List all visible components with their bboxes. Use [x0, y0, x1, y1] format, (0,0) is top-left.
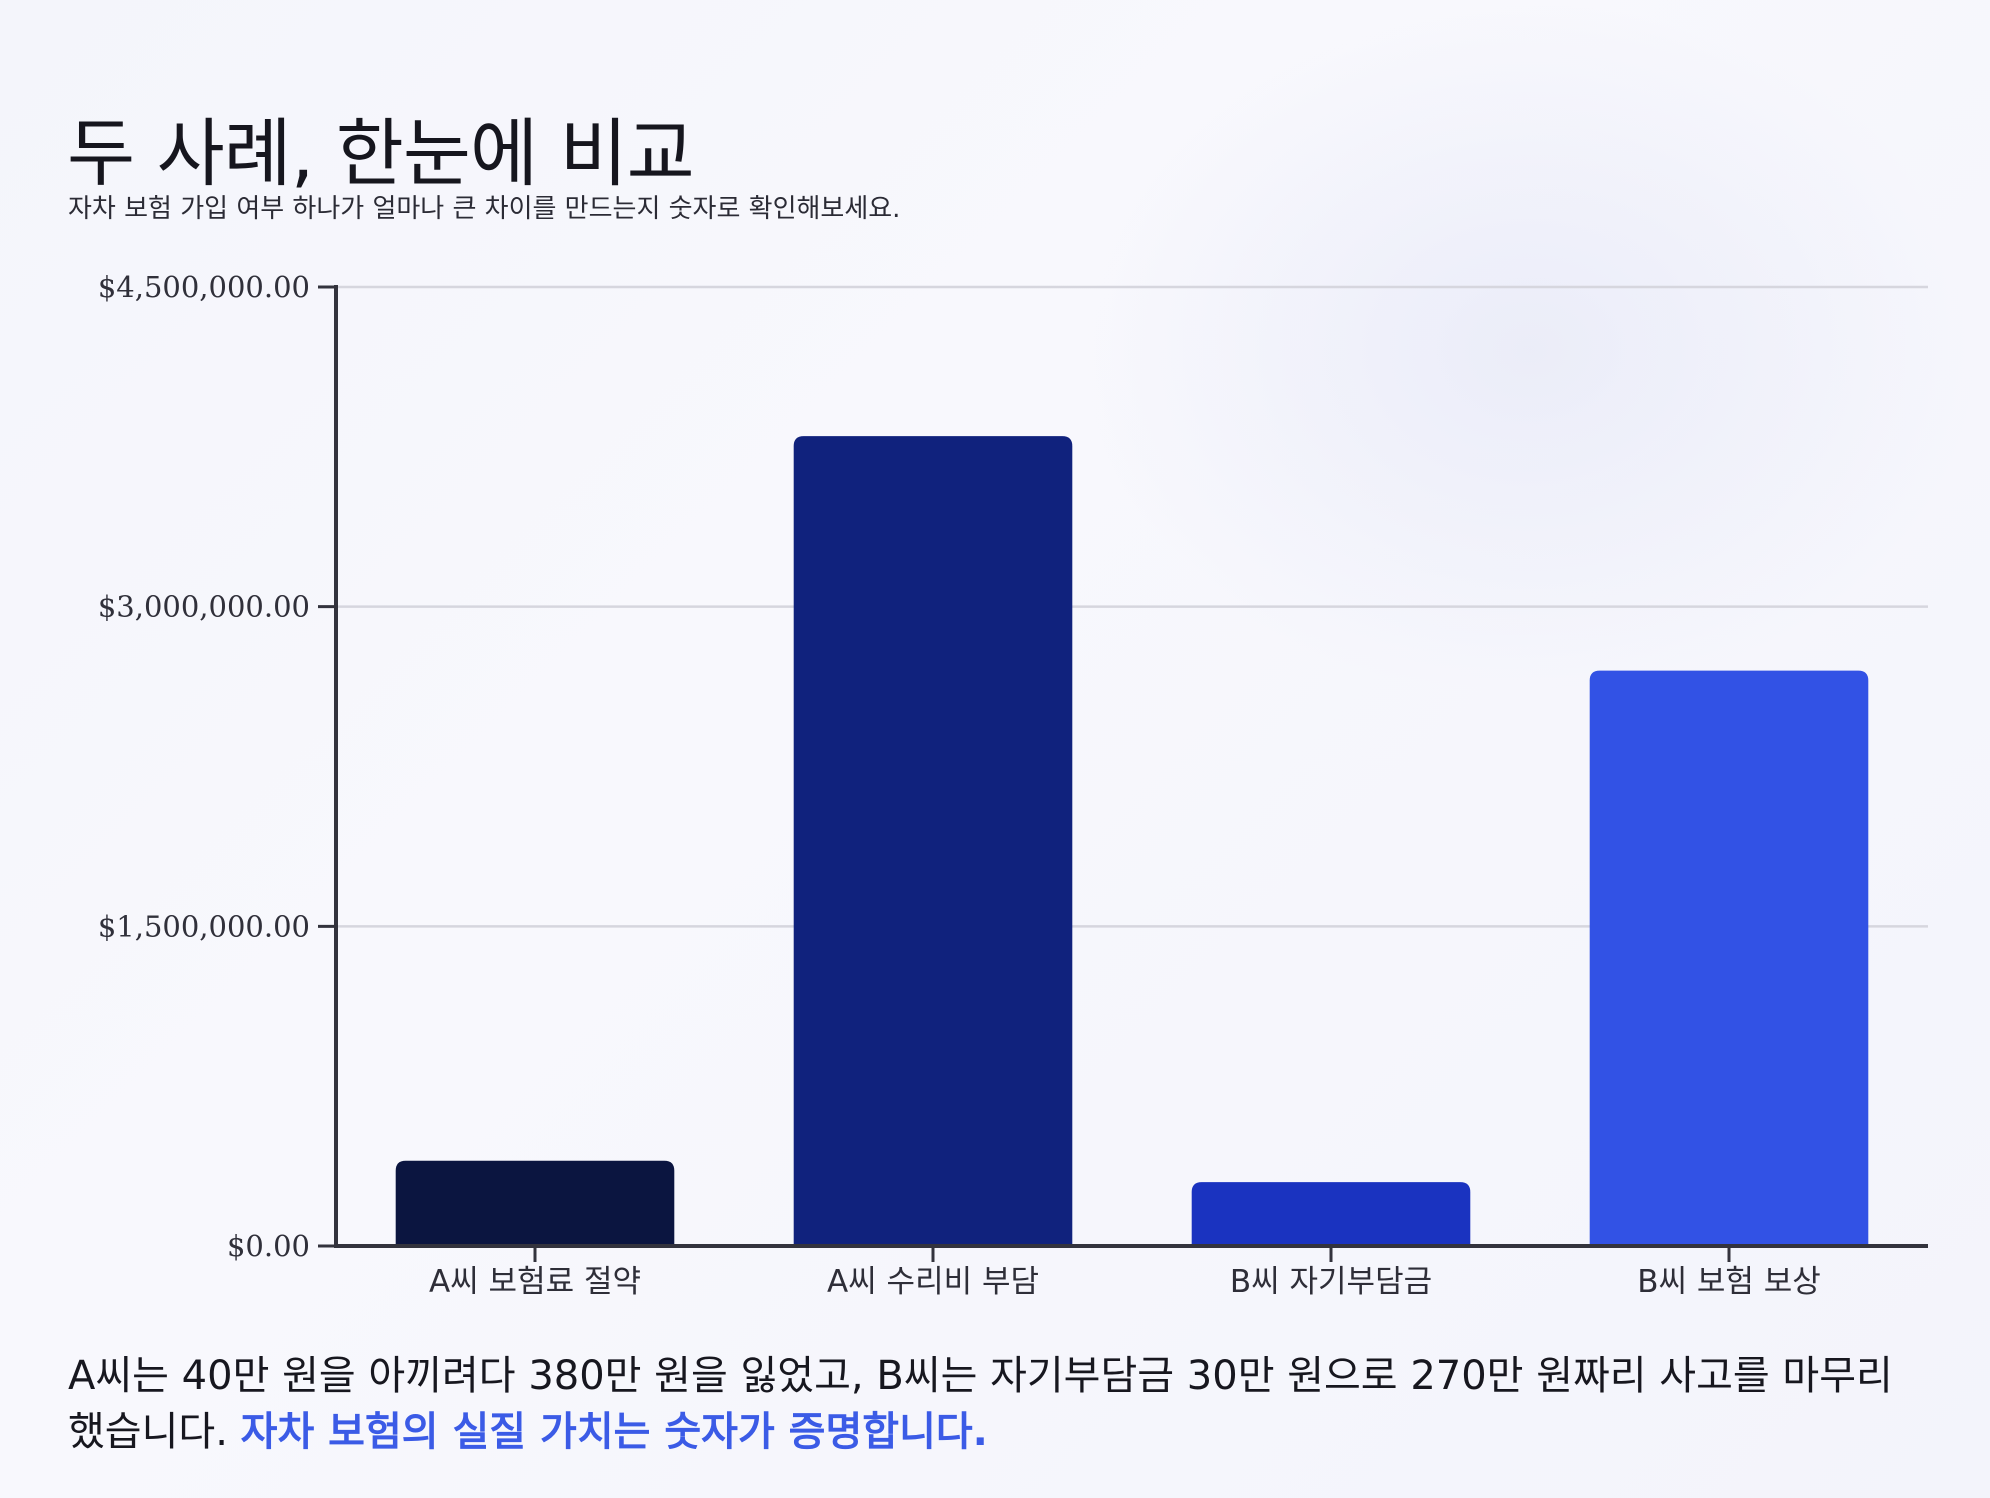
x-tick-label: B씨 자기부담금	[1230, 1264, 1432, 1300]
y-tick-label: $3,000,000.00	[98, 590, 310, 624]
summary-text: A씨는 40만 원을 아끼려다 380만 원을 잃었고, B씨는 자기부담금 3…	[68, 1348, 1928, 1460]
page-title: 두 사례, 한눈에 비교	[67, 110, 695, 197]
y-tick-label: $1,500,000.00	[98, 909, 310, 943]
tick-labels: $0.00 $1,500,000.00 $3,000,000.00 $4,500,00…	[98, 270, 1821, 1300]
bar	[793, 436, 1073, 1247]
bars	[395, 436, 1869, 1247]
page-subtitle: 자차 보험 가입 여부 하나가 얼마나 큰 차이를 만드는지 숫자로 확인해보세…	[68, 194, 901, 224]
bar	[1589, 670, 1869, 1246]
summary-emphasis: 자차 보험의 실질 가치는 숫자가 증명합니다.	[240, 1409, 988, 1455]
x-tick-label: A씨 수리비 부담	[827, 1264, 1039, 1300]
summary-main: A씨는 40만 원을 아끼려다 380만 원을 잃었고, B씨는 자기부담금 3…	[68, 1353, 1893, 1455]
axes	[318, 285, 1928, 1262]
bar	[1191, 1182, 1471, 1246]
y-tick-label: $0.00	[227, 1229, 310, 1263]
bar-chart: $0.00 $1,500,000.00 $3,000,000.00 $4,500,00…	[98, 270, 1928, 1300]
bar	[395, 1160, 675, 1246]
y-tick-label: $4,500,000.00	[98, 270, 310, 304]
x-tick-label: A씨 보험료 절약	[429, 1264, 641, 1300]
x-tick-label: B씨 보험 보상	[1637, 1264, 1821, 1300]
